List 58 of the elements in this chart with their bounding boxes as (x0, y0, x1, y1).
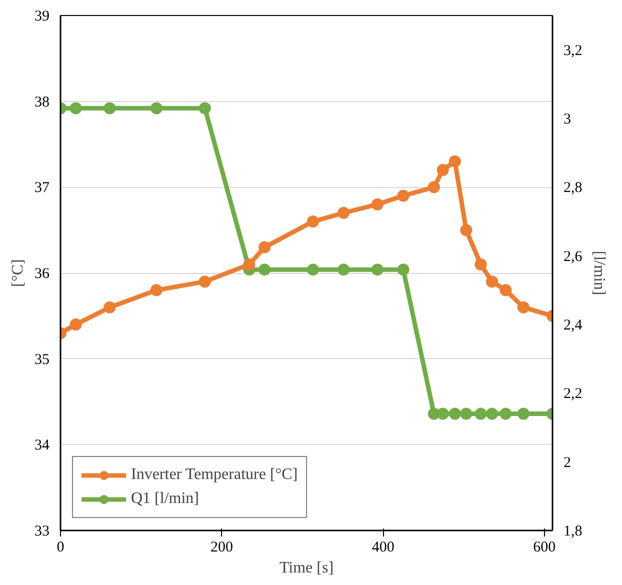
y2-tick-label: 3,2 (564, 42, 582, 59)
point (436, 164, 449, 176)
x-axis-title: Time [s] (279, 560, 334, 576)
y-tick-label: 33 (34, 524, 50, 540)
y-tick-label: 38 (34, 94, 50, 110)
point (150, 284, 162, 296)
point (448, 408, 461, 420)
point (460, 224, 472, 236)
y-tick-label: 36 (34, 266, 50, 282)
point (104, 102, 116, 114)
point (448, 155, 461, 168)
point (474, 258, 487, 270)
point (517, 408, 530, 420)
point (397, 264, 410, 276)
point (517, 301, 530, 314)
y-tick-label: 34 (34, 438, 50, 454)
y2-tick-label: 3 (564, 112, 571, 128)
point (371, 264, 384, 276)
point (338, 206, 350, 219)
point (198, 102, 211, 114)
y2-tick-label: 2,6 (564, 248, 583, 265)
point (243, 258, 256, 270)
legend-label: Q1 [l/min] (131, 490, 199, 508)
y2-axis-title: [l/min] (590, 250, 608, 296)
y-tick-label: 37 (34, 180, 50, 196)
y2-tick-label: 1,8 (564, 524, 582, 540)
point (486, 408, 498, 420)
point (486, 276, 498, 288)
y-tick-label: 39 (34, 8, 50, 24)
point (306, 216, 319, 228)
x-tick-label: 200 (210, 540, 234, 556)
point (500, 284, 512, 296)
y-axis-title: [°C] (10, 259, 26, 287)
y2-tick-label: 2 (564, 454, 571, 471)
point (306, 264, 319, 276)
point (460, 408, 472, 420)
point (70, 318, 82, 330)
point (70, 102, 82, 114)
x-tick-label: 0 (56, 540, 64, 556)
x-tick-label: 600 (533, 540, 556, 556)
y2-tick-label: 2,4 (564, 318, 583, 334)
point (258, 241, 271, 254)
point (397, 190, 410, 202)
point (338, 264, 350, 276)
y-tick-label: 35 (34, 352, 50, 368)
point (371, 198, 384, 210)
point (500, 408, 512, 420)
legend-label: Inverter Temperature [°C] (131, 466, 298, 484)
x-tick-label: 400 (372, 540, 394, 556)
point (428, 181, 440, 194)
point (150, 102, 162, 114)
point (104, 301, 116, 314)
point (436, 408, 449, 420)
point (258, 264, 271, 276)
y2-tick-label: 2,8 (564, 180, 582, 196)
point (198, 276, 211, 288)
point (474, 408, 487, 420)
y2-tick-label: 2,2 (564, 386, 582, 402)
